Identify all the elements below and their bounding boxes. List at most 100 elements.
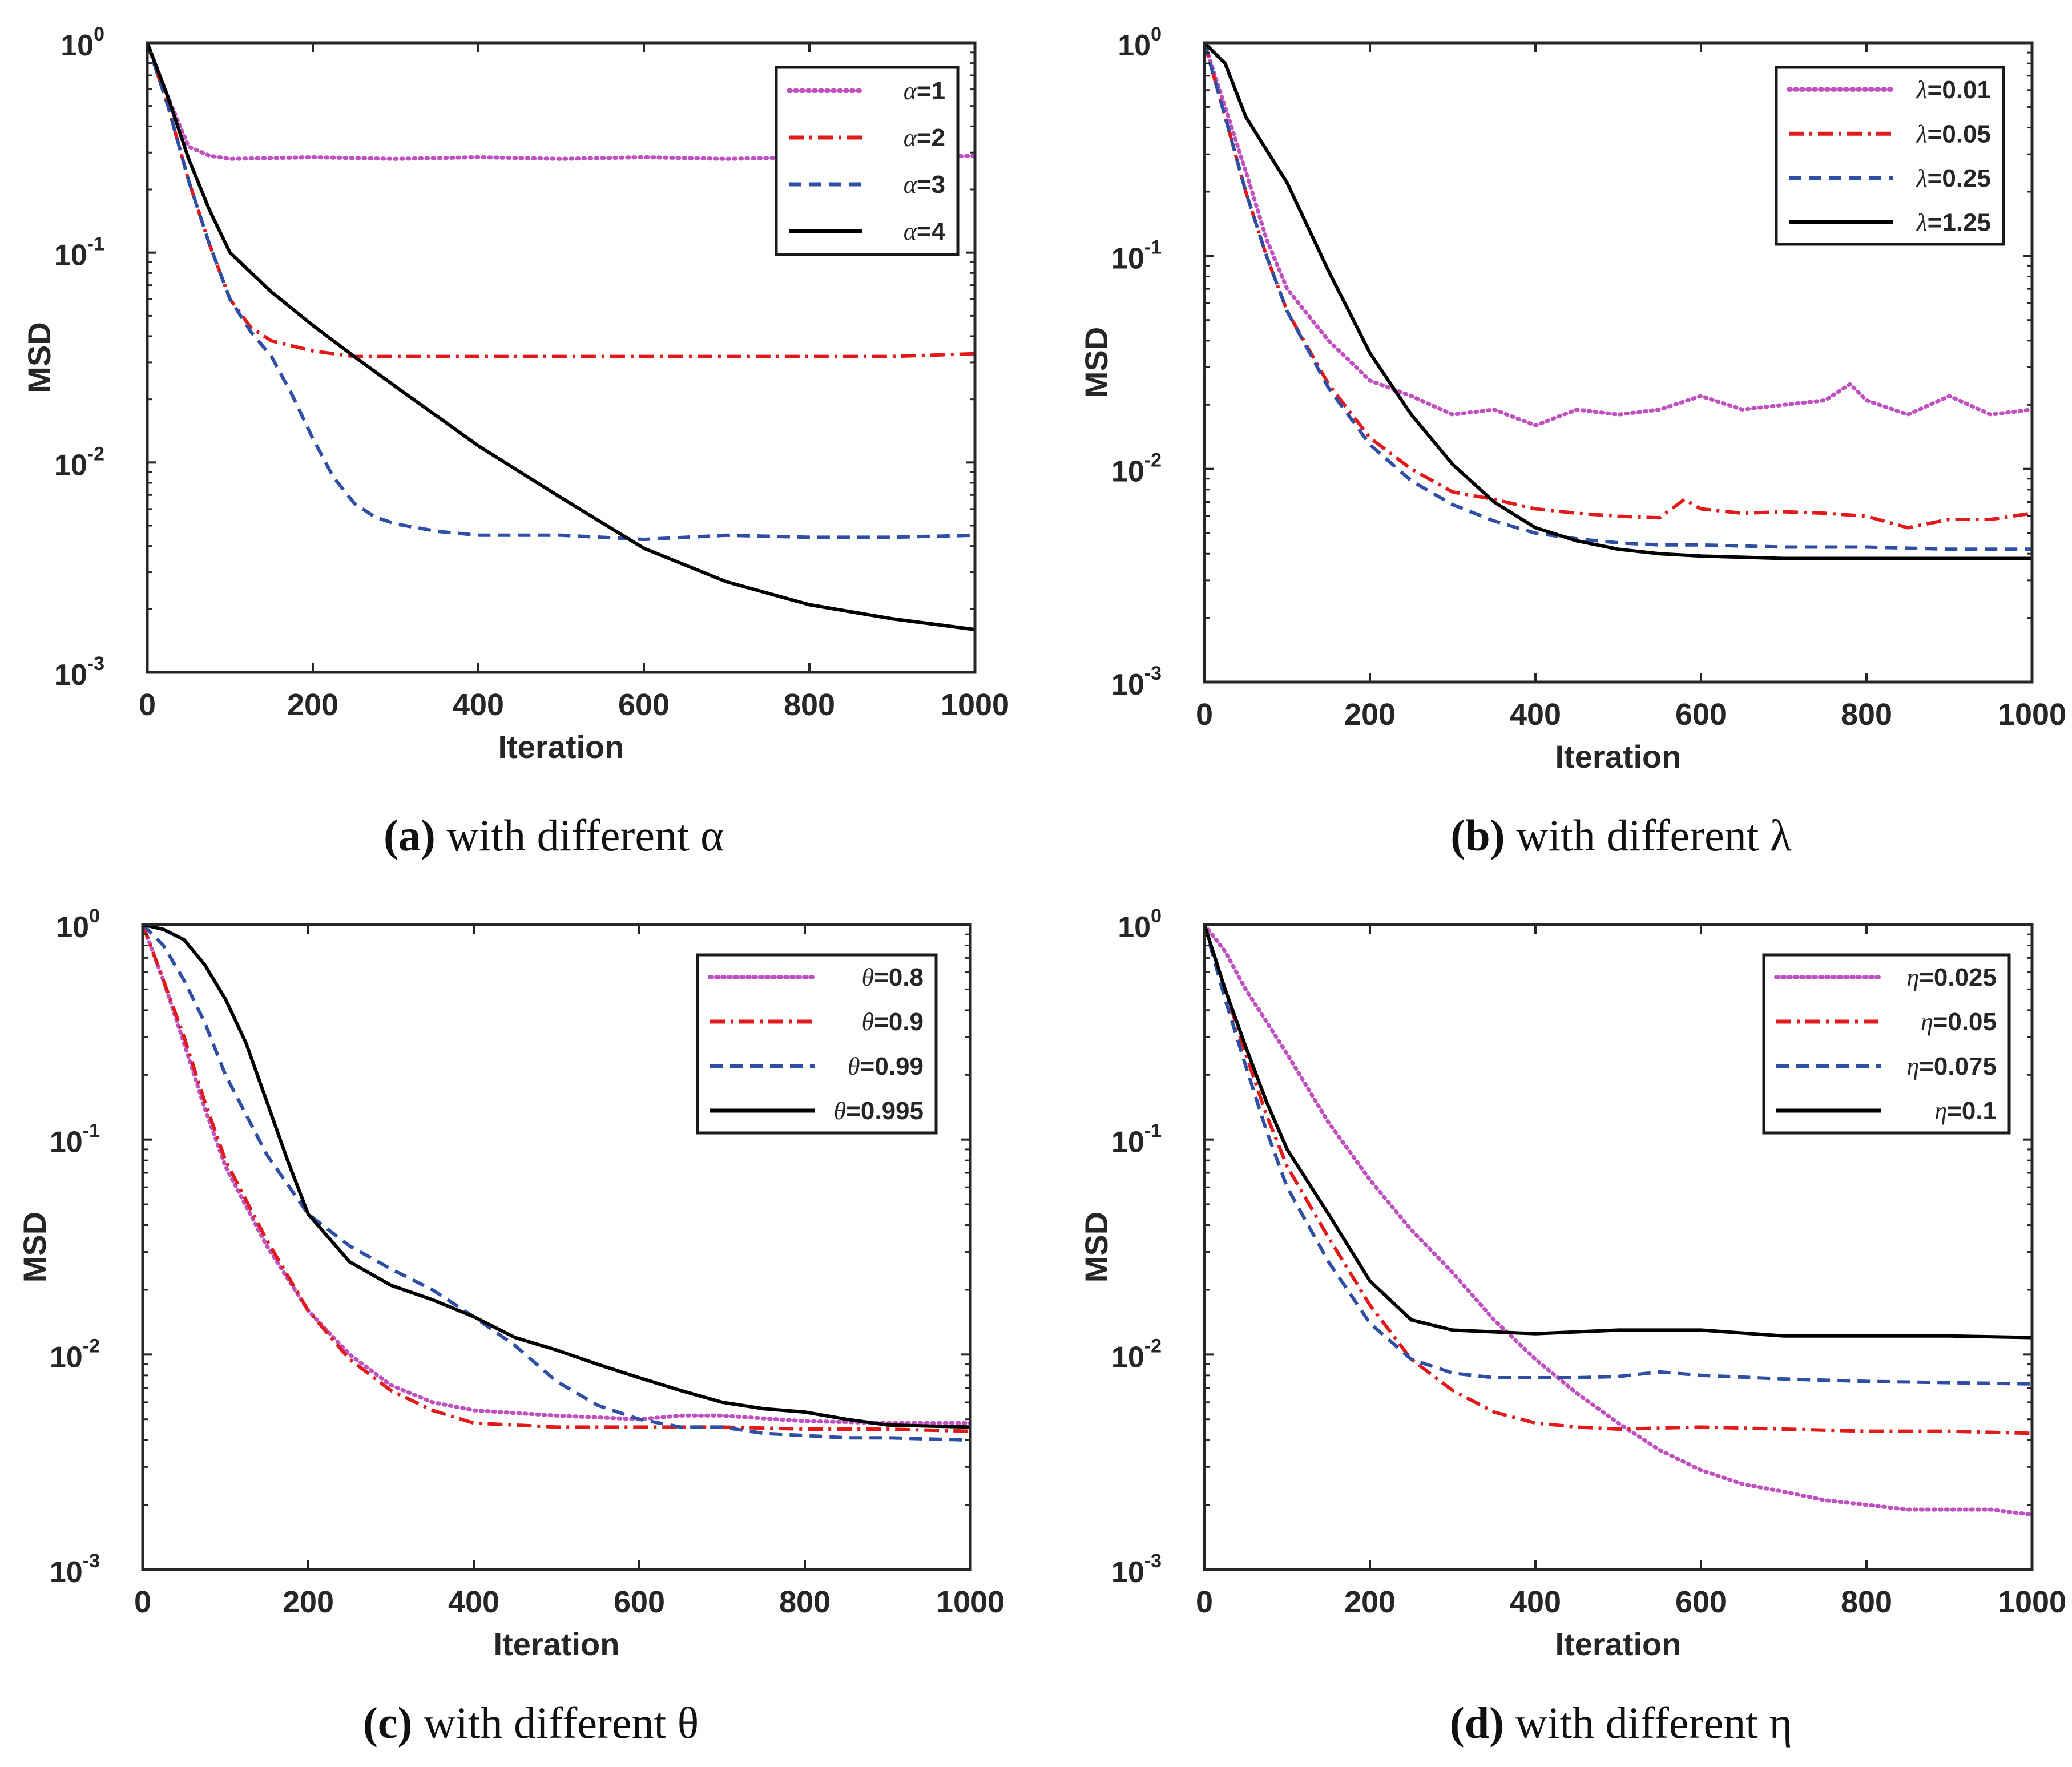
y-tick-label-c: 10-2 xyxy=(50,1335,100,1374)
legend-symbol-b-3: λ xyxy=(1916,164,1928,192)
x-tick-label-d: 800 xyxy=(1841,1585,1892,1619)
axes-box-c xyxy=(141,923,972,1571)
y-tick-exponent-c: 0 xyxy=(89,905,100,927)
y-tick-label-a: 10-1 xyxy=(54,233,104,272)
series-line-b-3 xyxy=(1204,43,2032,551)
legend-label-a-1: α=1 xyxy=(904,77,945,105)
x-tick-label-c: 0 xyxy=(134,1585,151,1619)
legend-label-a-2: α=2 xyxy=(904,124,945,152)
legend-label-c-3: θ=0.99 xyxy=(848,1052,924,1080)
x-tick-label-c: 800 xyxy=(779,1585,831,1619)
legend-value-b-2: =0.05 xyxy=(1928,120,1991,148)
x-tick-label-a: 400 xyxy=(453,688,504,722)
x-tick-label-c: 400 xyxy=(448,1585,499,1619)
legend-symbol-d-4: η xyxy=(1934,1097,1947,1125)
legend-value-d-2: =0.05 xyxy=(1933,1008,1997,1036)
legend-label-b-2: λ=0.05 xyxy=(1916,120,1991,148)
x-tick-label-b: 1000 xyxy=(1998,697,2066,732)
legend-value-d-4: =0.1 xyxy=(1947,1097,1997,1125)
y-tick-exponent-c: -3 xyxy=(83,1550,100,1572)
y-axis-label-c: MSD xyxy=(17,1212,53,1282)
series-line-b-1 xyxy=(1204,43,2032,427)
y-tick-label-a: 10-3 xyxy=(54,653,104,692)
axes-box-a xyxy=(146,41,977,674)
legend-value-a-3: =3 xyxy=(917,171,945,199)
legend-value-a-4: =4 xyxy=(917,217,946,245)
x-tick-label-a: 600 xyxy=(618,688,670,722)
legend-value-a-1: =1 xyxy=(917,77,945,105)
y-tick-label-c: 10-1 xyxy=(50,1120,100,1159)
caption-d-text: with different η xyxy=(1504,1698,1792,1748)
y-tick-exponent-c: -2 xyxy=(83,1335,100,1357)
legend-label-a-4: α=4 xyxy=(904,217,946,245)
y-axis-label-b: MSD xyxy=(1078,327,1114,398)
caption-b-text: with different λ xyxy=(1505,810,1792,860)
caption-c-text: with different θ xyxy=(412,1698,699,1748)
legend-label-c-1: θ=0.8 xyxy=(862,963,924,991)
caption-b-letter: (b) xyxy=(1450,810,1505,860)
y-tick-exponent-a: -2 xyxy=(87,443,104,465)
legend-b: λ=0.01λ=0.05λ=0.25λ=1.25 xyxy=(1775,66,2005,246)
caption-a-letter: (a) xyxy=(384,810,436,860)
x-axis-label-a: Iteration xyxy=(498,729,624,765)
y-tick-exponent-b: -2 xyxy=(1144,450,1162,471)
legend-symbol-d-2: η xyxy=(1921,1008,1933,1036)
panel-c: 100 10-1 10-2 10-3 0 200 400 600 800 1000 Iteratio… xyxy=(17,905,1005,1662)
series-line-d-1 xyxy=(1204,925,2032,1517)
legend-value-a-2: =2 xyxy=(917,124,945,152)
y-tick-exponent-d: -2 xyxy=(1144,1335,1162,1357)
x-tick-label-b: 800 xyxy=(1841,697,1892,732)
legend-symbol-a-4: α xyxy=(904,217,917,245)
legend-a: α=1α=2α=3α=4 xyxy=(775,66,960,256)
x-tick-label-a: 0 xyxy=(139,688,156,722)
y-tick-label-b: 100 xyxy=(1118,23,1162,62)
x-tick-label-b: 400 xyxy=(1510,697,1561,732)
y-tick-exponent-a: -3 xyxy=(87,653,104,675)
x-tick-label-a: 1000 xyxy=(941,688,1009,722)
legend-label-c-2: θ=0.9 xyxy=(862,1008,924,1036)
y-tick-exponent-a: 0 xyxy=(94,23,104,45)
caption-d: (d) with different η xyxy=(1450,1698,1792,1748)
legend-value-c-4: =0.995 xyxy=(846,1097,924,1125)
y-tick-exponent-d: 0 xyxy=(1151,905,1162,927)
x-tick-label-c: 1000 xyxy=(936,1585,1005,1619)
legend-value-d-1: =0.025 xyxy=(1919,963,1997,991)
panel-a: 100 10-1 10-2 10-3 0 200 400 600 800 1000 Iteratio… xyxy=(21,23,1009,765)
x-tick-label-d: 600 xyxy=(1675,1585,1727,1619)
legend-label-c-4: θ=0.995 xyxy=(834,1097,924,1125)
series-line-d-4 xyxy=(1204,925,2032,1340)
x-tick-label-a: 200 xyxy=(287,688,338,722)
x-axis-label-c: Iteration xyxy=(494,1626,620,1662)
x-tick-label-c: 200 xyxy=(283,1585,334,1619)
caption-c: (c) with different θ xyxy=(363,1698,699,1748)
y-tick-exponent-c: -1 xyxy=(83,1120,100,1142)
x-tick-label-d: 1000 xyxy=(1998,1585,2066,1619)
series-line-d-2 xyxy=(1204,925,2032,1435)
y-tick-exponent-d: -1 xyxy=(1144,1120,1162,1142)
y-axis-label-d: MSD xyxy=(1078,1212,1114,1282)
legend-symbol-a-1: α xyxy=(904,77,917,105)
legend-symbol-b-1: λ xyxy=(1916,76,1928,104)
legend-value-b-1: =0.01 xyxy=(1928,76,1991,104)
y-tick-label-d: 10-3 xyxy=(1111,1550,1162,1589)
x-axis-label-b: Iteration xyxy=(1555,739,1682,774)
y-tick-exponent-d: -3 xyxy=(1144,1550,1162,1572)
y-axis-label-a: MSD xyxy=(21,322,57,393)
legend-label-d-3: η=0.075 xyxy=(1906,1052,1997,1080)
series-line-c-3 xyxy=(143,925,970,1442)
legend-label-d-2: η=0.05 xyxy=(1921,1008,1997,1036)
legend-symbol-c-1: θ xyxy=(862,963,874,991)
legend-symbol-d-1: η xyxy=(1906,963,1919,991)
y-tick-exponent-b: -1 xyxy=(1144,236,1162,258)
caption-d-letter: (d) xyxy=(1450,1698,1504,1748)
x-tick-label-d: 0 xyxy=(1196,1585,1213,1619)
y-tick-exponent-a: -1 xyxy=(87,233,104,255)
legend-box-a xyxy=(775,66,960,256)
legend-value-b-4: =1.25 xyxy=(1928,208,1991,236)
series-line-a-3 xyxy=(147,43,975,542)
caption-c-letter: (c) xyxy=(363,1698,413,1748)
y-tick-label-c: 100 xyxy=(56,905,100,944)
legend-symbol-c-3: θ xyxy=(848,1052,860,1080)
